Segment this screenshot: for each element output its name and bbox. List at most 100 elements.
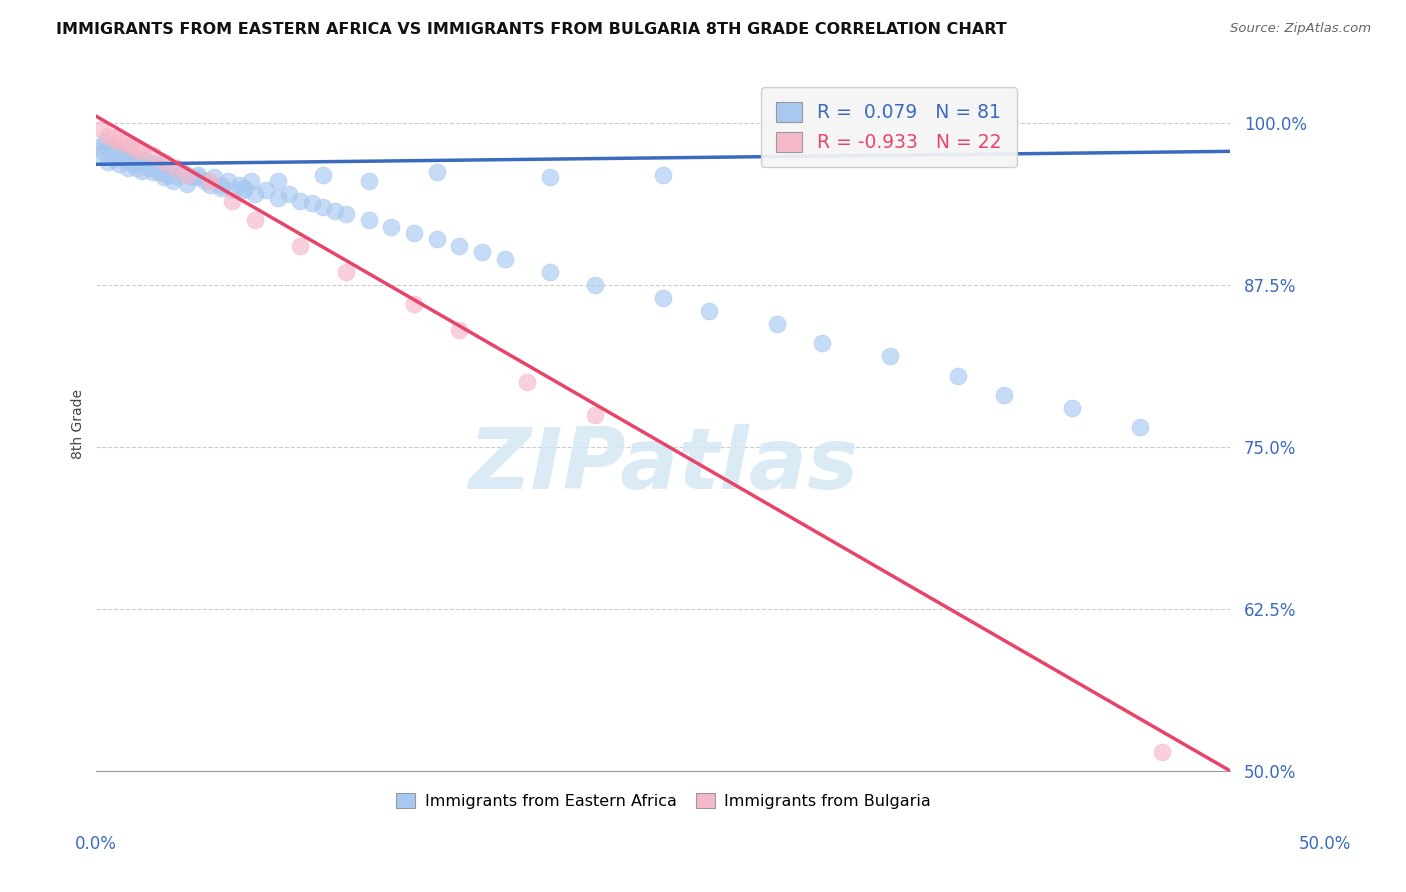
Point (471, 245, 494, 260)
Point (110, 147, 132, 161)
Point (209, 180, 232, 194)
Point (124, 152, 146, 166)
Point (312, 200, 335, 214)
Point (90, 139, 112, 153)
Point (90, 122, 112, 136)
Point (115, 135, 138, 149)
Point (228, 178, 250, 192)
Point (426, 232, 449, 246)
Point (176, 177, 198, 191)
Point (108, 135, 131, 149)
Text: 50.0%: 50.0% (1298, 835, 1351, 853)
Point (948, 368, 970, 383)
Point (811, 336, 834, 351)
Point (198, 174, 221, 188)
Text: IMMIGRANTS FROM EASTERN AFRICA VS IMMIGRANTS FROM BULGARIA 8TH GRADE CORRELATION: IMMIGRANTS FROM EASTERN AFRICA VS IMMIGR… (56, 22, 1007, 37)
Point (267, 191, 290, 205)
Point (108, 157, 131, 171)
Point (221, 194, 243, 208)
Y-axis label: 8th Grade: 8th Grade (72, 389, 86, 459)
Point (239, 174, 262, 188)
Point (101, 148, 124, 162)
Point (172, 165, 194, 179)
Point (449, 323, 471, 337)
Point (583, 277, 606, 292)
Point (112, 151, 135, 165)
Point (335, 265, 357, 279)
Point (117, 161, 139, 176)
Point (583, 408, 606, 422)
Point (167, 170, 190, 185)
Point (115, 145, 138, 159)
Point (256, 183, 278, 197)
Point (91, 145, 114, 159)
Point (143, 157, 166, 171)
Point (105, 142, 128, 156)
Point (187, 170, 209, 185)
Point (162, 174, 184, 188)
Point (217, 174, 239, 188)
Point (426, 165, 449, 179)
Point (142, 165, 165, 179)
Point (103, 131, 125, 145)
Point (139, 156, 162, 170)
Point (267, 174, 290, 188)
Point (120, 139, 142, 153)
Point (149, 159, 172, 173)
Point (97, 128, 120, 143)
Point (135, 157, 157, 171)
Point (221, 183, 243, 197)
Point (120, 154, 142, 169)
Point (1060, 401, 1083, 415)
Point (243, 213, 266, 227)
Point (290, 239, 312, 253)
Point (98, 142, 121, 156)
Point (494, 252, 516, 266)
Point (879, 349, 901, 363)
Point (150, 166, 173, 180)
Point (142, 148, 165, 162)
Point (243, 187, 266, 202)
Point (198, 178, 221, 192)
Point (357, 174, 380, 188)
Point (1152, 745, 1174, 759)
Point (232, 180, 254, 194)
Text: 0.0%: 0.0% (75, 835, 117, 853)
Point (1129, 420, 1152, 434)
Text: Source: ZipAtlas.com: Source: ZipAtlas.com (1230, 22, 1371, 36)
Point (121, 157, 143, 171)
Legend: Immigrants from Eastern Africa, Immigrants from Bulgaria: Immigrants from Eastern Africa, Immigran… (389, 786, 938, 815)
Point (538, 170, 561, 185)
Point (652, 291, 675, 305)
Point (165, 161, 187, 176)
Point (128, 154, 150, 169)
Point (153, 154, 176, 169)
Point (127, 161, 149, 176)
Point (131, 163, 153, 178)
Point (138, 161, 160, 176)
Point (202, 170, 225, 185)
Point (380, 219, 402, 234)
Point (131, 145, 153, 159)
Point (402, 297, 425, 311)
Point (278, 187, 301, 202)
Point (449, 239, 471, 253)
Point (132, 153, 155, 168)
Point (402, 226, 425, 240)
Point (165, 161, 187, 176)
Point (301, 196, 323, 211)
Point (765, 317, 787, 331)
Point (335, 206, 357, 220)
Point (187, 168, 209, 182)
Point (153, 170, 176, 185)
Point (209, 178, 232, 192)
Point (146, 163, 169, 178)
Point (89, 148, 111, 162)
Point (290, 194, 312, 208)
Point (516, 375, 538, 389)
Point (312, 168, 335, 182)
Point (194, 174, 217, 188)
Point (232, 183, 254, 197)
Point (97, 154, 120, 169)
Point (697, 303, 720, 318)
